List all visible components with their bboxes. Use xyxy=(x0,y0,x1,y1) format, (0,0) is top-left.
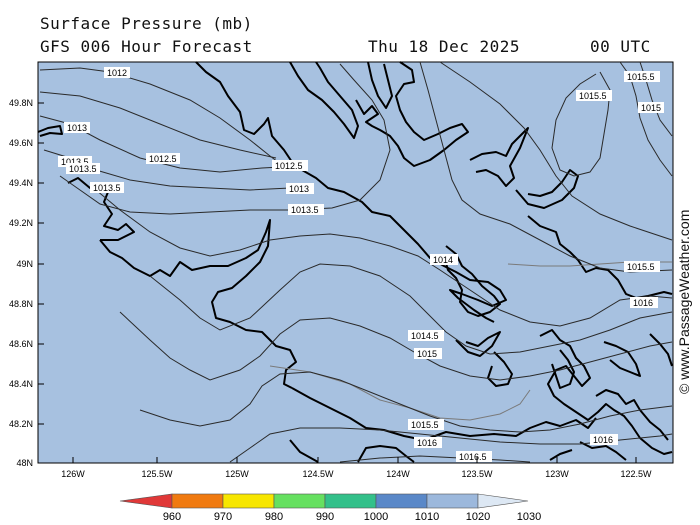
lat-label: 49.4N xyxy=(9,178,33,188)
colorbar-tick-label: 980 xyxy=(265,511,283,523)
isobar-label-1012-5-b: 1012.5 xyxy=(275,161,303,171)
colorbar-segment xyxy=(171,493,224,509)
isobar-label-1012: 1012 xyxy=(107,68,127,78)
isobar-label-1015-b: 1015 xyxy=(641,103,661,113)
isobar-label-1016-5: 1016.5 xyxy=(459,452,487,462)
isobar-label-1015-5-d: 1015.5 xyxy=(627,262,655,272)
lon-label: 124W xyxy=(386,469,410,479)
forecast-date: Thu 18 Dec 2025 xyxy=(368,37,520,56)
lon-label: 126W xyxy=(61,469,85,479)
lat-label: 49N xyxy=(16,259,33,269)
isobar-labels: 1012 1013 1012.5 1013.5 1013.5 1013.5 10… xyxy=(58,67,664,462)
colorbar-tick-label: 990 xyxy=(316,511,334,523)
colorbar-tick-label: 970 xyxy=(214,511,232,523)
isobar-label-1016-c: 1016 xyxy=(593,435,613,445)
lat-label: 48.2N xyxy=(9,419,33,429)
isobar-label-1016-b: 1016 xyxy=(633,298,653,308)
isobar-label-1015-5-c: 1015.5 xyxy=(579,91,607,101)
colorbar-segment xyxy=(273,493,326,509)
pressure-colorbar: 960 970 980 990 1000 1010 1020 1030 xyxy=(119,493,541,523)
isobar-label-1013-5-c: 1013.5 xyxy=(93,183,121,193)
isobar-label-1013-b: 1013 xyxy=(289,184,309,194)
colorbar-tick-label: 1020 xyxy=(466,511,490,523)
lat-label: 48.4N xyxy=(9,379,33,389)
colorbar-tick-label: 1010 xyxy=(415,511,439,523)
isobar-label-1016-a: 1016 xyxy=(417,438,437,448)
colorbar-tick-label: 960 xyxy=(163,511,181,523)
lat-label: 49.8N xyxy=(9,98,33,108)
lon-label: 123.5W xyxy=(461,469,493,479)
isobar-label-1014-5: 1014.5 xyxy=(411,331,439,341)
lat-label: 49.6N xyxy=(9,138,33,148)
colorbar-segment xyxy=(222,493,275,509)
colorbar-segment xyxy=(324,493,377,509)
colorbar-low-arrow xyxy=(119,493,173,509)
map-background xyxy=(37,61,674,464)
map-title: Surface Pressure (mb) xyxy=(40,14,253,33)
latitude-axis: 49.8N 49.6N 49.4N 49.2N 49N 48.8N 48.6N 48.4N 48… xyxy=(9,98,44,468)
lat-label: 48.8N xyxy=(9,299,33,309)
isobar-label-1012-5-a: 1012.5 xyxy=(149,154,177,164)
colorbar-segment xyxy=(426,493,479,509)
isobar-label-1015-a: 1015 xyxy=(417,349,437,359)
lat-label: 48.6N xyxy=(9,339,33,349)
colorbar-tick-label: 1030 xyxy=(517,511,541,523)
lon-label: 125.5W xyxy=(141,469,173,479)
lon-label: 122.5W xyxy=(620,469,652,479)
lat-label: 48N xyxy=(16,458,33,468)
watermark-text: © www.PassageWeather.com xyxy=(676,210,692,394)
lon-label: 123W xyxy=(545,469,569,479)
colorbar-segment xyxy=(375,493,428,509)
isobar-label-1013-a: 1013 xyxy=(67,123,87,133)
isobar-label-1015-5-b: 1015.5 xyxy=(627,72,655,82)
colorbar-tick-label: 1000 xyxy=(364,511,388,523)
isobar-label-1013-5-b: 1013.5 xyxy=(69,164,97,174)
border-line-2 xyxy=(269,365,531,421)
watermark-vertical: © www.PassageWeather.com xyxy=(676,210,692,394)
isobar-label-1014: 1014 xyxy=(433,255,453,265)
colorbar-high-arrow xyxy=(477,493,529,509)
isobar-label-1013-5-a: 1013.5 xyxy=(61,157,89,167)
forecast-time: 00 UTC xyxy=(590,37,651,56)
forecast-subtitle: GFS 006 Hour Forecast xyxy=(40,37,253,56)
isobar-label-1013-5-d: 1013.5 xyxy=(291,205,319,215)
lon-label: 125W xyxy=(225,469,249,479)
longitude-axis: 126W 125.5W 125W 124.5W 124W 123.5W 123W 122.5W xyxy=(61,457,652,479)
isobar-label-1015-5-a: 1015.5 xyxy=(411,420,439,430)
lat-label: 49.2N xyxy=(9,218,33,228)
lon-label: 124.5W xyxy=(302,469,334,479)
